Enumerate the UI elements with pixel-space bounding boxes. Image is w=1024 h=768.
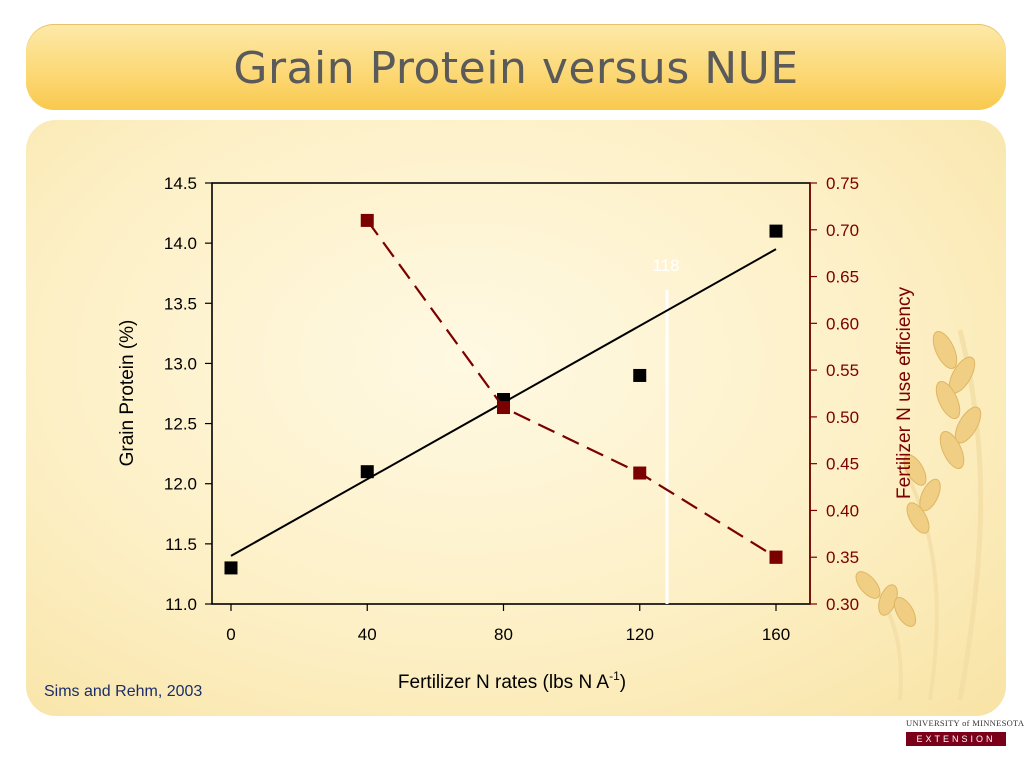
x-tick-label: 0 [226, 625, 235, 644]
grain-protein-point [360, 465, 374, 479]
left-tick-label: 11.5 [165, 535, 197, 554]
x-axis-title: Fertilizer N rates (lbs N A-1) [398, 669, 626, 693]
right-axis-ticks: 0.30 0.35 0.40 0.45 0.50 0.55 0.60 0.65 0.70 0.75 [810, 174, 859, 614]
x-tick-label: 160 [762, 625, 790, 644]
slide-title: Grain Protein versus NUE [233, 43, 799, 94]
right-tick-label: 0.60 [826, 314, 859, 333]
left-axis-ticks: 11.0 11.5 12.0 12.5 13.0 13.5 14.0 14.5 [164, 174, 212, 614]
right-tick-label: 0.50 [826, 408, 859, 427]
title-bar: Grain Protein versus NUE [26, 24, 1006, 110]
y-axis-left-title: Grain Protein (%) [117, 320, 138, 467]
right-tick-label: 0.75 [826, 174, 859, 193]
left-tick-label: 14.5 [164, 174, 197, 193]
right-tick-label: 0.55 [826, 361, 859, 380]
nue-point [769, 550, 783, 564]
y-axis-right-title: Fertilizer N use efficiency [894, 287, 915, 499]
wheat-decoration-icon [855, 329, 984, 701]
left-tick-label: 13.5 [164, 294, 197, 313]
nue-point [633, 466, 647, 480]
grain-protein-point [224, 561, 238, 575]
grain-protein-point [633, 368, 647, 382]
right-tick-label: 0.45 [826, 455, 859, 474]
plot-area [211, 182, 811, 605]
logo-university-text: UNIVERSITY of MINNESOTA [906, 718, 1024, 728]
source-citation: Sims and Rehm, 2003 [44, 683, 203, 700]
content-panel [26, 120, 1006, 716]
x-tick-label: 120 [626, 625, 654, 644]
left-tick-label: 11.0 [165, 595, 197, 614]
x-tick-label: 40 [358, 625, 377, 644]
right-tick-label: 0.35 [826, 548, 859, 567]
nue-point [360, 213, 374, 227]
grain-protein-point [769, 224, 783, 238]
x-axis-ticks: 0 40 80 120 160 [226, 604, 790, 644]
right-tick-label: 0.70 [826, 221, 859, 240]
left-tick-label: 12.0 [164, 475, 197, 494]
university-logo: UNIVERSITY of MINNESOTA EXTENSION [906, 718, 1024, 758]
annotation-label: 118 [652, 256, 679, 275]
x-tick-label: 80 [494, 625, 513, 644]
right-tick-label: 0.30 [826, 595, 859, 614]
left-tick-label: 14.0 [164, 234, 197, 253]
left-tick-label: 12.5 [164, 415, 197, 434]
logo-extension-text: EXTENSION [906, 732, 1006, 746]
nue-dashed-line [366, 219, 777, 559]
right-tick-label: 0.40 [826, 501, 859, 520]
nue-point [497, 401, 510, 415]
left-tick-label: 13.0 [164, 354, 197, 373]
series-layer [224, 213, 783, 575]
right-tick-label: 0.65 [826, 268, 859, 287]
